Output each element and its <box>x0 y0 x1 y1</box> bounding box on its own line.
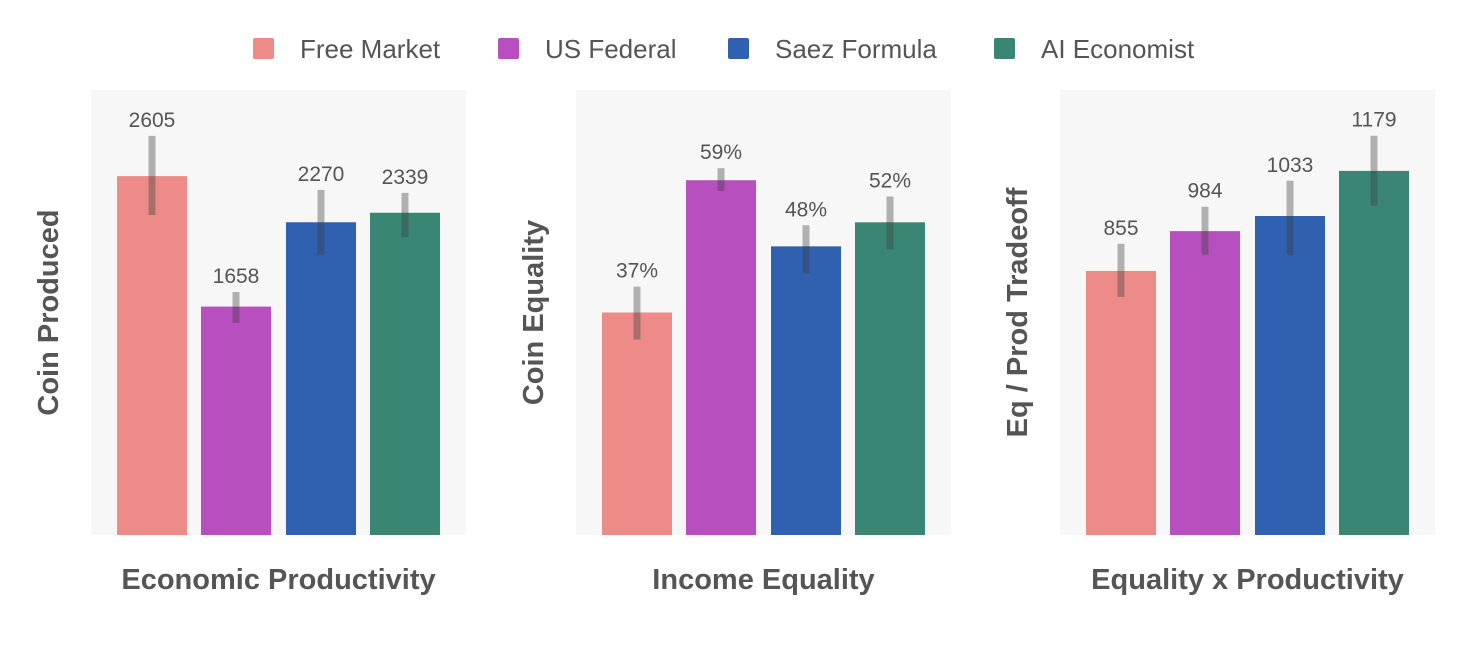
y-axis-label: Coin Equality <box>518 220 550 405</box>
y-axis-label: Eq / Prod Tradeoff <box>1002 187 1034 437</box>
y-axis-label: Coin Produced <box>33 209 65 415</box>
legend-label: Saez Formula <box>775 34 937 64</box>
data-label: 1658 <box>213 265 260 288</box>
data-label: 2605 <box>129 109 176 132</box>
bar <box>686 180 756 535</box>
bar <box>117 176 187 535</box>
bar <box>1170 231 1240 535</box>
data-label: 37% <box>616 260 658 283</box>
data-label: 2270 <box>298 163 345 186</box>
bar <box>370 212 440 535</box>
legend-swatch <box>994 38 1015 59</box>
bar <box>1339 170 1409 535</box>
legend-swatch <box>498 38 519 59</box>
x-axis-label: Income Equality <box>652 564 874 596</box>
data-label: 855 <box>1103 217 1138 240</box>
legend-label: US Federal <box>545 34 677 64</box>
data-label: 1033 <box>1267 154 1314 177</box>
legend-swatch <box>728 38 749 59</box>
bar <box>1255 215 1325 535</box>
x-axis-label: Equality x Productivity <box>1091 564 1404 596</box>
legend-label: AI Economist <box>1041 34 1195 64</box>
data-label: 1179 <box>1351 109 1396 132</box>
x-axis-label: Economic Productivity <box>121 564 435 596</box>
bar <box>1086 270 1156 535</box>
legend-swatch <box>253 38 274 59</box>
data-label: 59% <box>700 141 742 164</box>
bar <box>602 312 672 535</box>
data-label: 48% <box>785 198 827 221</box>
bar <box>201 306 271 535</box>
bar <box>286 222 356 535</box>
legend-label: Free Market <box>300 34 441 64</box>
bar <box>855 222 925 535</box>
bar <box>771 246 841 535</box>
data-label: 2339 <box>382 166 429 189</box>
data-label: 984 <box>1187 180 1222 203</box>
data-label: 52% <box>869 169 911 192</box>
